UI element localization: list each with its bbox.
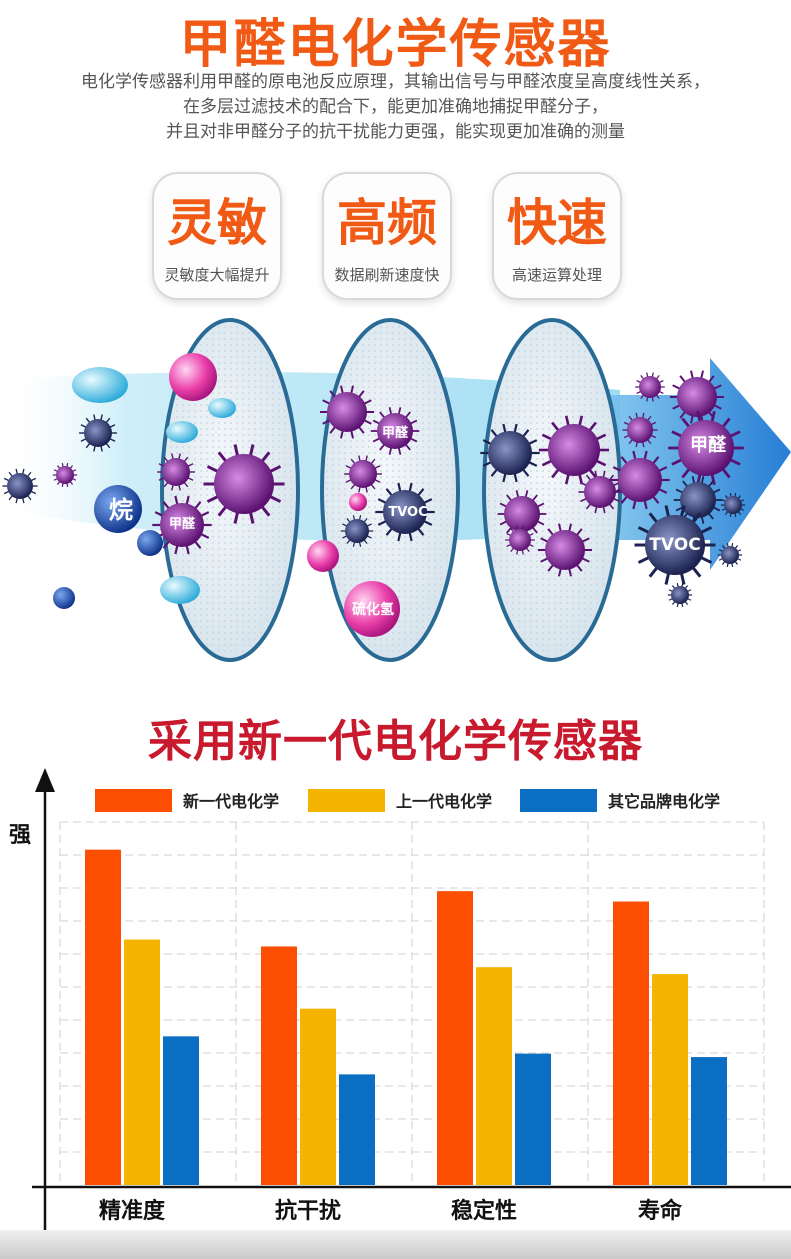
virus-icon	[2, 468, 38, 504]
legend-label: 上一代电化学	[396, 792, 492, 811]
droplet-icon	[208, 398, 236, 418]
virus-icon	[538, 415, 610, 485]
virus-icon	[375, 482, 435, 542]
virus-icon	[634, 505, 716, 585]
droplet-icon	[160, 576, 200, 604]
chart-legend: 新一代电化学 上一代电化学 其它品牌电化学	[95, 789, 720, 812]
virus-icon	[622, 412, 658, 448]
virus-icon	[152, 495, 212, 555]
virus-icon	[720, 493, 746, 517]
molecule-icon	[349, 493, 367, 511]
bar-2-3	[476, 967, 512, 1185]
section-title: 采用新一代电化学传感器	[148, 716, 643, 767]
feature-title: 高频	[337, 194, 437, 252]
virus-icon	[505, 525, 535, 555]
chart-axes	[32, 768, 791, 1230]
feature-subtitle: 灵敏度大幅提升	[164, 266, 270, 284]
legend-swatch	[308, 789, 385, 812]
alkane-molecule-icon	[94, 485, 142, 533]
bar-1-4	[613, 901, 649, 1185]
formaldehyde-label: 甲醛	[690, 434, 727, 456]
feature-card-sensitive: 灵敏 灵敏度大幅提升	[152, 172, 282, 300]
virus-icon	[320, 385, 374, 439]
bar-2-2	[300, 1008, 336, 1185]
x-tick-label: 抗干扰	[275, 1198, 341, 1224]
y-axis-label: 强	[9, 823, 31, 848]
intro-line: 并且对非甲醛分子的抗干扰能力更强，能实现更加准确的测量	[166, 122, 625, 142]
h2s-label: 硫化氢	[352, 601, 394, 618]
virus-icon	[578, 470, 622, 514]
tvoc-label: TVOC	[388, 505, 427, 520]
bar-3-1	[163, 1036, 199, 1185]
formaldehyde-label: 甲醛	[169, 516, 196, 532]
filter-layer	[482, 318, 622, 662]
virus-icon	[340, 515, 374, 547]
bar-3-4	[691, 1057, 727, 1185]
x-tick-label: 精准度	[99, 1198, 166, 1224]
feature-card-fast: 快速 高速运算处理	[492, 172, 622, 300]
virus-icon	[717, 543, 743, 567]
virus-icon	[344, 455, 382, 493]
feature-title: 灵敏	[167, 194, 267, 252]
bar-3-3	[515, 1053, 551, 1185]
droplet-icon	[166, 421, 198, 443]
intro-line: 在多层过滤技术的配合下，能更加准确地捕捉甲醛分子，	[183, 97, 608, 117]
chart-x-labels: 精准度 抗干扰 稳定性 寿命	[99, 1198, 683, 1224]
bar-1-2	[261, 946, 297, 1185]
virus-icon	[635, 372, 665, 402]
droplet-icon	[72, 367, 128, 403]
molecule-icon	[53, 587, 75, 609]
virus-icon	[370, 407, 420, 455]
legend-label: 其它品牌电化学	[608, 792, 720, 811]
formaldehyde-label: 甲醛	[382, 425, 409, 441]
feature-card-high-frequency: 高频 数据刷新速度快	[322, 172, 452, 300]
bar-3-2	[339, 1074, 375, 1185]
virus-icon	[610, 450, 670, 510]
virus-icon	[203, 444, 285, 524]
bar-2-4	[652, 974, 688, 1185]
tvoc-label: TVOC	[649, 535, 700, 555]
intro-text: 电化学传感器利用甲醛的原电池反应原理，其输出信号与甲醛浓度呈高度线性关系， 在多…	[0, 70, 791, 145]
molecule-icon	[169, 353, 217, 401]
legend-swatch	[520, 789, 597, 812]
virus-icon	[538, 523, 592, 577]
feature-title: 快速	[507, 194, 607, 252]
virus-icon	[670, 370, 724, 424]
x-tick-label: 稳定性	[451, 1198, 517, 1224]
x-tick-label: 寿命	[638, 1198, 683, 1224]
bar-1-1	[85, 849, 121, 1185]
comparison-bar-chart: 新一代电化学 上一代电化学 其它品牌电化学 精准度 抗干扰 稳定性 寿命 强	[9, 768, 791, 1230]
page-title: 甲醛电化学传感器	[179, 15, 612, 75]
virus-icon	[2, 370, 746, 607]
intro-line: 电化学传感器利用甲醛的原电池反应原理，其输出信号与甲醛浓度呈高度线性关系，	[81, 72, 710, 92]
air-flow	[0, 372, 620, 542]
chart-bars	[85, 849, 727, 1185]
footer-band	[0, 1230, 791, 1259]
bar-1-3	[437, 891, 473, 1185]
legend-swatch	[95, 789, 172, 812]
feature-subtitle: 数据刷新速度快	[334, 266, 440, 284]
virus-icon	[52, 463, 78, 487]
feature-subtitle: 高速运算处理	[511, 266, 602, 284]
molecule-icon	[137, 530, 163, 556]
molecule-icon	[307, 540, 339, 572]
alkane-label: 烷	[109, 496, 133, 524]
legend-label: 新一代电化学	[183, 792, 279, 811]
h2s-molecule-icon	[344, 581, 400, 637]
virus-icon	[79, 414, 117, 452]
y-axis-arrow-icon	[35, 768, 55, 792]
bar-2-1	[124, 939, 160, 1185]
filter-illustration: 烷 甲醛 甲醛 TVOC 硫化氢 甲醛 TVOC	[0, 318, 791, 662]
virus-icon	[667, 583, 693, 607]
virus-icon	[157, 453, 195, 491]
virus-icon	[480, 423, 540, 483]
